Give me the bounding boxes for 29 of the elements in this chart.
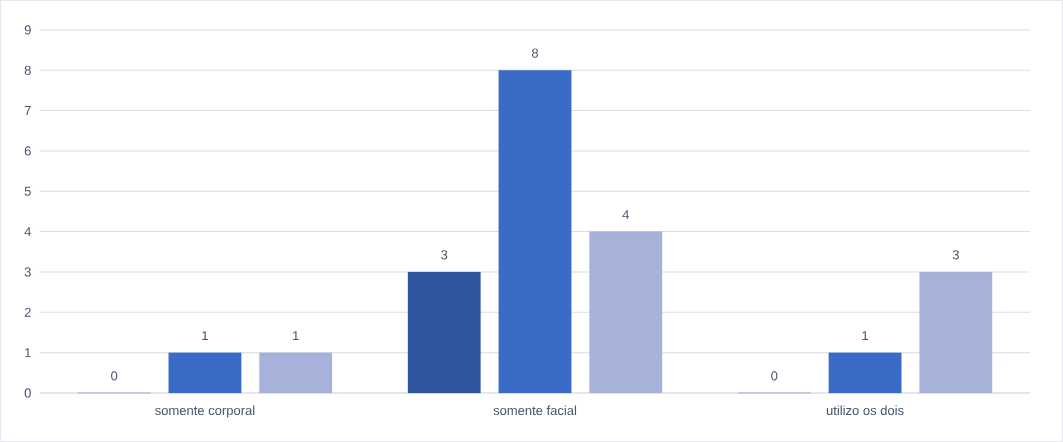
data-label: 3 bbox=[952, 250, 959, 260]
bar bbox=[259, 352, 333, 394]
x-tick-label: somente facial bbox=[493, 405, 577, 416]
bar bbox=[828, 352, 902, 394]
y-tick-label: 6 bbox=[24, 146, 31, 156]
data-label: 3 bbox=[441, 250, 448, 260]
data-label: 1 bbox=[202, 331, 208, 341]
data-label: 0 bbox=[111, 371, 118, 381]
y-tick-label: 3 bbox=[24, 267, 31, 277]
bar bbox=[168, 352, 242, 394]
y-tick-label: 9 bbox=[24, 25, 31, 35]
x-tick-label: utilizo os dois bbox=[826, 405, 904, 416]
y-tick-label: 1 bbox=[25, 348, 31, 358]
data-label: 1 bbox=[293, 331, 299, 341]
bar bbox=[407, 271, 481, 394]
y-tick-label: 5 bbox=[24, 186, 31, 196]
data-label: 1 bbox=[862, 331, 869, 341]
data-label: 8 bbox=[531, 48, 539, 58]
y-tick-label: 8 bbox=[24, 65, 31, 75]
y-tick-label: 2 bbox=[24, 307, 31, 317]
y-tick-label: 0 bbox=[24, 388, 31, 398]
y-tick-label: 4 bbox=[24, 227, 32, 237]
data-label: 4 bbox=[622, 210, 630, 220]
bar bbox=[919, 271, 993, 394]
bar bbox=[498, 70, 572, 394]
bar bbox=[589, 231, 663, 394]
data-label: 0 bbox=[771, 371, 778, 381]
x-tick-label: somente corporal bbox=[155, 405, 255, 418]
y-tick-label: 7 bbox=[24, 106, 31, 116]
